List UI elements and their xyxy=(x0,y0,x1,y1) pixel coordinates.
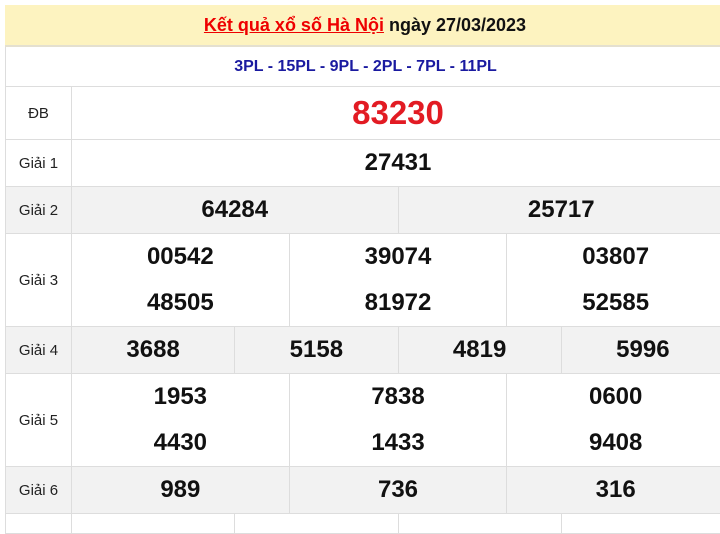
prize-label: Giải 5 xyxy=(5,374,72,466)
prize-number: 1953 xyxy=(72,374,290,420)
hanoi-results-link[interactable]: Kết quả xổ số Hà Nội xyxy=(204,15,384,36)
prize-number: 5158 xyxy=(235,327,398,373)
prize-number: 27431 xyxy=(72,140,720,186)
special-prize-number: 83230 xyxy=(72,87,720,139)
prize-number: 9408 xyxy=(507,420,720,466)
prize-number xyxy=(562,514,720,533)
prize-number xyxy=(72,514,235,533)
prize-number: 3688 xyxy=(72,327,235,373)
prize-number: 0600 xyxy=(507,374,720,420)
results-table: Kết quả xổ số Hà Nội ngày 27/03/2023 3PL… xyxy=(5,5,720,534)
prize-number xyxy=(399,514,562,533)
prize-number: 989 xyxy=(72,467,290,513)
prize-number: 39074 xyxy=(290,234,508,280)
prize-label: Giải 2 xyxy=(5,187,72,233)
prize-number: 316 xyxy=(507,467,720,513)
prize-number xyxy=(235,514,398,533)
prize-label: Giải 1 xyxy=(5,140,72,186)
prize-number: 52585 xyxy=(507,280,720,326)
prize-number: 48505 xyxy=(72,280,290,326)
ticket-codes: 3PL - 15PL - 9PL - 2PL - 7PL - 11PL xyxy=(5,47,720,87)
prize-number: 00542 xyxy=(72,234,290,280)
prize-label: Giải 3 xyxy=(5,234,72,326)
prize-label: Giải 4 xyxy=(5,327,72,373)
results-header: Kết quả xổ số Hà Nội ngày 27/03/2023 xyxy=(5,5,720,47)
prize-number: 64284 xyxy=(72,187,399,233)
prize-number: 5996 xyxy=(562,327,720,373)
prize-label: ĐB xyxy=(5,87,72,139)
prize-label xyxy=(5,514,72,533)
prize-number: 736 xyxy=(290,467,508,513)
draw-date: ngày 27/03/2023 xyxy=(389,15,526,36)
prize-label: Giải 6 xyxy=(5,467,72,513)
prize-number: 7838 xyxy=(290,374,508,420)
prize-number: 4430 xyxy=(72,420,290,466)
prize-number: 1433 xyxy=(290,420,508,466)
prize-number: 4819 xyxy=(399,327,562,373)
prize-number: 25717 xyxy=(399,187,720,233)
prize-number: 03807 xyxy=(507,234,720,280)
prize-number: 81972 xyxy=(290,280,508,326)
prize-row xyxy=(5,514,720,534)
